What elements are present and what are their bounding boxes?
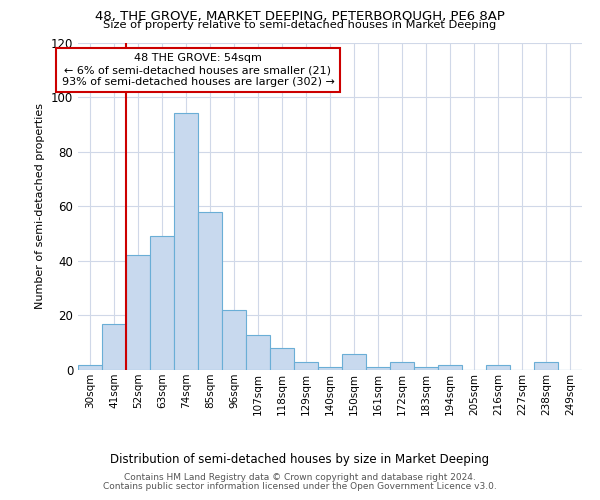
Text: Contains public sector information licensed under the Open Government Licence v3: Contains public sector information licen…	[103, 482, 497, 491]
Bar	[486, 364, 510, 370]
Bar	[534, 362, 558, 370]
Bar	[390, 362, 414, 370]
Text: Contains HM Land Registry data © Crown copyright and database right 2024.: Contains HM Land Registry data © Crown c…	[124, 474, 476, 482]
Bar	[222, 310, 246, 370]
Bar	[246, 334, 270, 370]
Bar	[150, 236, 174, 370]
Text: Size of property relative to semi-detached houses in Market Deeping: Size of property relative to semi-detach…	[103, 20, 497, 30]
Text: 48 THE GROVE: 54sqm
← 6% of semi-detached houses are smaller (21)
93% of semi-de: 48 THE GROVE: 54sqm ← 6% of semi-detache…	[62, 54, 334, 86]
Bar	[438, 364, 462, 370]
Bar	[342, 354, 366, 370]
Bar	[414, 368, 438, 370]
Bar	[126, 256, 150, 370]
Text: 48, THE GROVE, MARKET DEEPING, PETERBOROUGH, PE6 8AP: 48, THE GROVE, MARKET DEEPING, PETERBORO…	[95, 10, 505, 23]
Bar	[102, 324, 126, 370]
Y-axis label: Number of semi-detached properties: Number of semi-detached properties	[35, 104, 45, 309]
Text: Distribution of semi-detached houses by size in Market Deeping: Distribution of semi-detached houses by …	[110, 452, 490, 466]
Bar	[270, 348, 294, 370]
Bar	[78, 364, 102, 370]
Bar	[174, 114, 198, 370]
Bar	[318, 368, 342, 370]
Bar	[198, 212, 222, 370]
Bar	[294, 362, 318, 370]
Bar	[366, 368, 390, 370]
